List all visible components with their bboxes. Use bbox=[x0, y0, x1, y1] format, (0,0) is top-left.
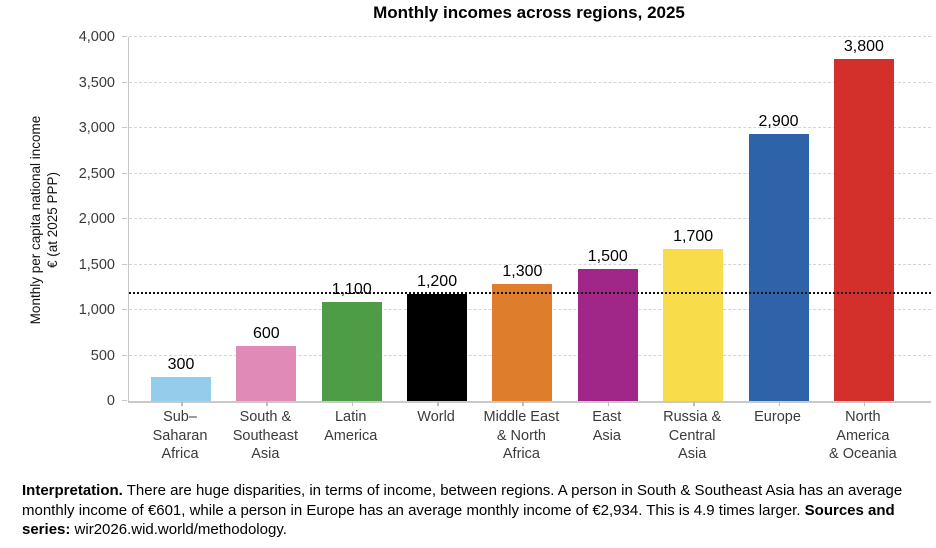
y-tick-label-500: 500 bbox=[90, 347, 115, 364]
gridline-4000 bbox=[129, 36, 931, 37]
x-tick-mark-2 bbox=[266, 401, 268, 406]
x-category-label-line: Sub– bbox=[163, 409, 197, 425]
x-category-label-8: Europe bbox=[722, 408, 834, 427]
bar-2 bbox=[236, 346, 297, 401]
bar-value-label-5: 1,300 bbox=[502, 262, 543, 280]
bar-value-label-7: 1,700 bbox=[673, 228, 714, 246]
chart-title: Monthly incomes across regions, 2025 bbox=[373, 3, 685, 22]
y-tick-label-1000: 1,000 bbox=[78, 302, 115, 318]
bar-value-label-6: 1,500 bbox=[587, 247, 628, 265]
x-tick-mark-5 bbox=[522, 401, 524, 406]
gridline-1500 bbox=[129, 263, 931, 265]
x-category-label-line: Latin bbox=[334, 409, 367, 425]
y-tick-mark-3500 bbox=[122, 81, 127, 83]
y-tick-mark-2000 bbox=[122, 218, 127, 219]
plot-area: 300 600 1,100 1,200 1,300 1,500 1,700 2,900 3,80… bbox=[128, 36, 931, 406]
x-category-label-3: Latin America bbox=[295, 408, 407, 445]
x-category-label-4: World bbox=[380, 408, 492, 427]
x-category-label-line: Africa bbox=[502, 446, 540, 462]
footer-note: Interpretation. There are huge dispariti… bbox=[22, 481, 920, 540]
bar-value-label-8: 2,900 bbox=[758, 113, 799, 131]
x-category-label-line: Asia bbox=[251, 446, 280, 462]
world-average-reference-line bbox=[129, 292, 931, 295]
gridline-2000 bbox=[129, 218, 931, 219]
x-category-label-line: Africa bbox=[161, 446, 199, 462]
bar-8 bbox=[748, 134, 809, 401]
bar-7 bbox=[663, 249, 724, 401]
gridline-3500 bbox=[129, 81, 931, 83]
x-category-label-line: World bbox=[417, 409, 455, 425]
x-category-label-1: Sub– Saharan Africa bbox=[124, 408, 236, 464]
x-tick-mark-4 bbox=[437, 401, 439, 406]
bar-6 bbox=[577, 268, 638, 401]
x-category-label-line: Central bbox=[668, 427, 716, 444]
y-tick-label-1500: 1,500 bbox=[78, 256, 115, 273]
x-category-label-line: Europe bbox=[754, 409, 801, 425]
bar-value-label-2: 600 bbox=[253, 325, 280, 343]
bar-3 bbox=[321, 302, 382, 401]
x-category-label-7: Russia & Central Asia bbox=[636, 408, 748, 464]
y-tick-mark-0 bbox=[122, 400, 127, 401]
gridline-2500 bbox=[129, 172, 931, 174]
x-tick-mark-8 bbox=[778, 401, 781, 406]
x-tick-mark-6 bbox=[607, 401, 610, 406]
y-tick-label-0: 0 bbox=[106, 393, 115, 409]
x-category-label-line: Southeast bbox=[232, 427, 299, 444]
x-category-label-line: & North bbox=[496, 427, 547, 444]
bar-value-label-9: 3,800 bbox=[843, 37, 884, 55]
x-category-label-line: & Oceania bbox=[829, 446, 897, 462]
x-category-label-9: North America & Oceania bbox=[807, 408, 919, 464]
y-tick-label-4000: 4,000 bbox=[78, 29, 115, 45]
y-tick-mark-4000 bbox=[122, 36, 127, 37]
x-tick-mark-9 bbox=[863, 401, 866, 406]
bar-value-label-4: 1,200 bbox=[417, 273, 458, 291]
bar-1 bbox=[151, 377, 211, 401]
x-category-label-line: Asia bbox=[592, 427, 621, 444]
y-tick-mark-1000 bbox=[122, 309, 127, 310]
bar-value-label-3: 1,100 bbox=[331, 281, 372, 298]
y-axis-ticks: 0 500 1,000 1,500 2,000 2,500 3,000 3,500 4,000 bbox=[0, 29, 128, 409]
y-tick-label-2500: 2,500 bbox=[78, 165, 115, 182]
x-category-label-line: South & bbox=[239, 409, 292, 425]
x-category-label-line: Saharan bbox=[152, 427, 208, 444]
y-tick-mark-3000 bbox=[122, 127, 127, 128]
sources-text: wir2026.wid.world/methodology. bbox=[70, 521, 287, 538]
y-tick-label-3000: 3,000 bbox=[78, 120, 115, 136]
y-tick-mark-1500 bbox=[122, 263, 127, 265]
interpretation-text: There are huge disparities, in terms of … bbox=[22, 482, 903, 519]
x-category-label-line: East bbox=[592, 409, 622, 425]
bar-5 bbox=[492, 283, 553, 401]
y-tick-label-2000: 2,000 bbox=[78, 211, 115, 227]
x-category-label-line: Middle East bbox=[483, 409, 560, 425]
sources-label: Sources and series: bbox=[22, 501, 895, 539]
y-tick-mark-2500 bbox=[122, 172, 127, 174]
interpretation-label: Interpretation. bbox=[22, 482, 123, 499]
x-tick-mark-3 bbox=[351, 401, 354, 406]
y-tick-label-3500: 3,500 bbox=[78, 74, 115, 91]
x-tick-mark-1 bbox=[181, 401, 183, 406]
x-category-label-5: Middle East & North Africa bbox=[465, 408, 577, 464]
x-category-label-line: Asia bbox=[678, 446, 707, 462]
x-category-label-line: America bbox=[324, 427, 378, 444]
x-category-label-line: Russia & bbox=[663, 409, 722, 425]
x-category-label-line: America bbox=[836, 427, 890, 444]
x-axis-labels: Sub– Saharan Africa South & Southeast Asia Lat… bbox=[128, 408, 930, 468]
bar-value-label-1: 300 bbox=[167, 356, 195, 374]
bar-9 bbox=[833, 58, 894, 401]
bar-4 bbox=[407, 294, 468, 401]
x-category-label-6: East Asia bbox=[551, 408, 663, 445]
x-category-label-2: South & Southeast Asia bbox=[209, 408, 321, 464]
x-category-label-line: North bbox=[845, 409, 881, 425]
x-tick-mark-7 bbox=[693, 401, 695, 406]
y-tick-mark-500 bbox=[122, 354, 127, 356]
gridline-3000 bbox=[129, 127, 931, 128]
